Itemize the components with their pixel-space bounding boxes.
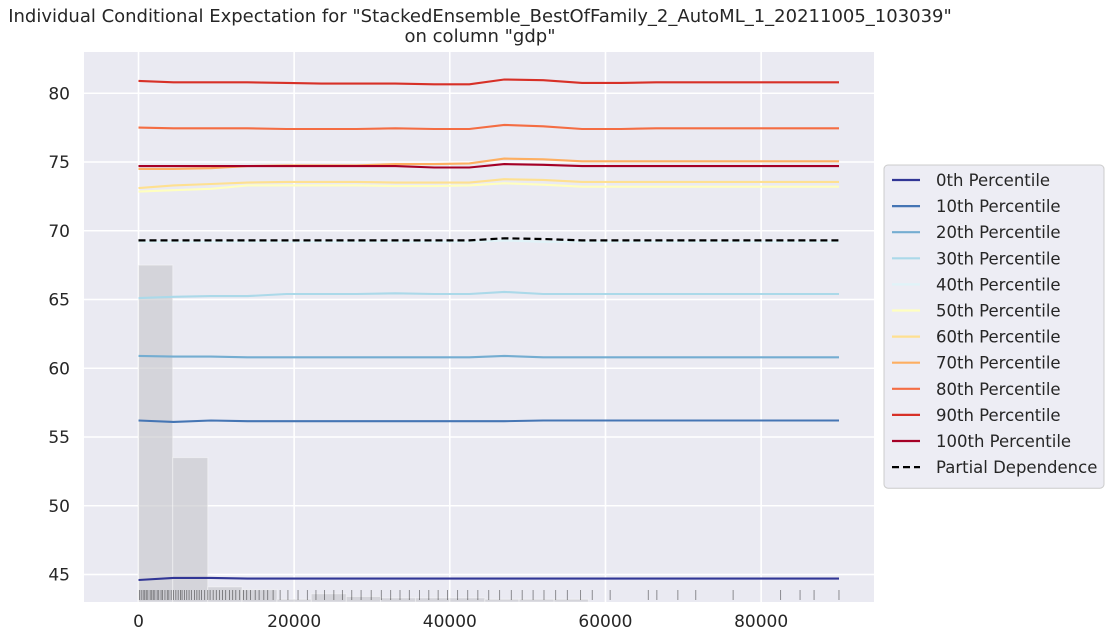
x-tick-label: 40000 [423, 612, 477, 632]
legend-label: 50th Percentile [936, 302, 1061, 321]
chart-subtitle: on column "gdp" [405, 26, 556, 47]
y-tick-label: 70 [48, 222, 70, 242]
series-line [138, 178, 839, 190]
legend-label: Partial Dependence [936, 458, 1097, 477]
legend-label: 30th Percentile [936, 249, 1061, 268]
histogram-bar [241, 589, 278, 603]
series-line [138, 290, 839, 300]
legend-label: 70th Percentile [936, 354, 1061, 373]
series-line [138, 239, 839, 243]
legend-label: 0th Percentile [936, 171, 1050, 190]
histogram-bar [137, 264, 174, 603]
y-tick-label: 75 [48, 153, 70, 173]
x-tick-label: 20000 [267, 612, 321, 632]
y-tick-label: 55 [48, 428, 70, 448]
legend-label: 90th Percentile [936, 406, 1061, 425]
series-line [138, 354, 839, 359]
x-tick-label: 80000 [734, 612, 788, 632]
legend-label: 20th Percentile [936, 223, 1061, 242]
histogram-bar [276, 598, 312, 603]
y-tick-label: 80 [48, 84, 70, 104]
legend-label: 100th Percentile [936, 432, 1071, 451]
histogram-bar [484, 598, 520, 603]
histogram-bar [553, 598, 589, 603]
histogram-bar [518, 598, 555, 603]
legend: 0th Percentile 10th Percentile 20th Percen… [883, 164, 1105, 489]
series-line [138, 576, 839, 582]
legend-label: 80th Percentile [936, 380, 1061, 399]
legend-box [883, 164, 1105, 489]
series-line [138, 182, 839, 193]
histogram-bar [310, 593, 347, 603]
chart-title: Individual Conditional Expectation for "… [8, 6, 952, 27]
histogram-bar [380, 597, 417, 603]
series-line [138, 163, 839, 169]
legend-label: 60th Percentile [936, 328, 1061, 347]
series-line [138, 237, 839, 242]
histogram-bar [415, 597, 451, 603]
series-line [138, 78, 839, 86]
x-tick-label: 0 [133, 612, 144, 632]
y-tick-label: 50 [48, 497, 70, 517]
plot-area [84, 52, 874, 602]
x-tick-label: 60000 [578, 612, 632, 632]
y-tick-label: 60 [48, 359, 70, 379]
legend-label: 10th Percentile [936, 197, 1061, 216]
y-tick-label: 45 [48, 566, 70, 586]
series-line [138, 123, 839, 131]
series-line [138, 419, 839, 423]
y-tick-label: 65 [48, 291, 70, 311]
histogram-bar [172, 457, 209, 603]
legend-label: 40th Percentile [936, 275, 1061, 294]
